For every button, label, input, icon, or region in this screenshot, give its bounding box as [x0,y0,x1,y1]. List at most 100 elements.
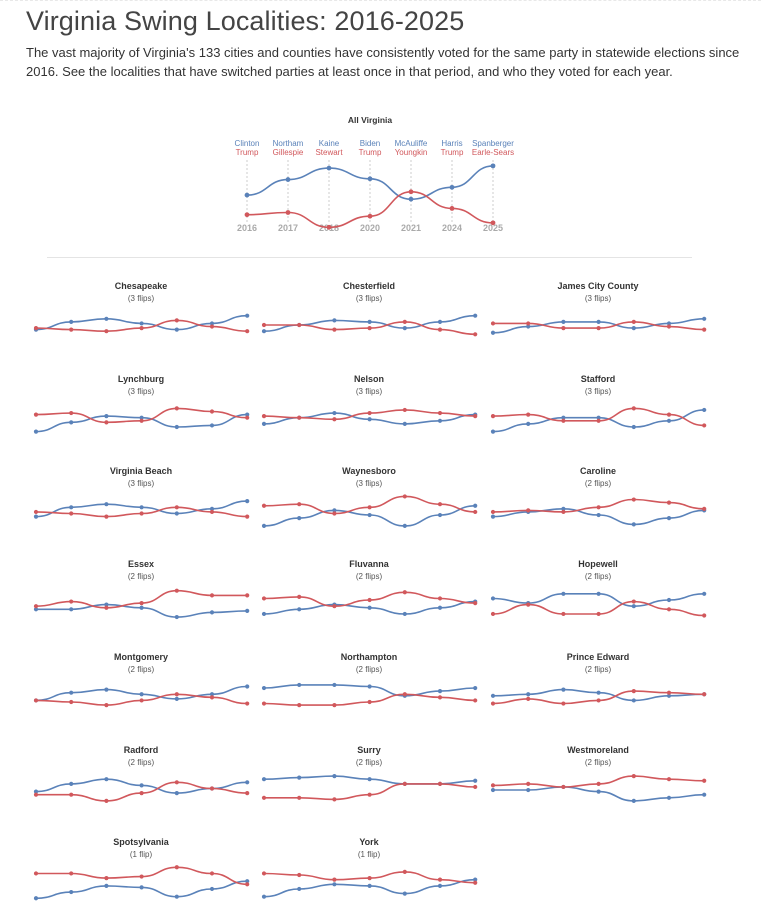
locality-rep-point [245,791,250,796]
locality-name: Hopewell [578,559,618,570]
locality-rep-point [666,607,672,612]
locality-chart [490,316,707,335]
locality-flips: (2 flips) [584,572,612,582]
locality-dem-point [437,689,443,694]
locality-rep-point [702,692,707,697]
locality-dem-point [596,690,601,695]
locality-dem-point [104,316,109,321]
dem-candidate-label: McAuliffe [394,139,428,148]
year-tick-label: 2021 [400,223,422,233]
locality-rep-point [174,318,179,323]
locality-dem-point [297,682,302,688]
locality-rep-point [245,415,250,420]
all-virginia-rep-point [285,210,291,215]
locality-rep-point [104,329,109,334]
locality-dem-point [245,499,250,504]
locality-rep-point [473,784,478,790]
locality-dem-point [437,319,443,324]
rep-candidate-label: Trump [235,148,259,157]
locality-dem-point [666,516,672,521]
locality-dem-point [174,327,179,332]
locality-dem-point [245,412,250,417]
locality-rep-point [104,798,109,804]
locality-rep-point [702,778,707,783]
locality-rep-point [702,327,707,332]
locality-flips: (1 flip) [129,850,153,860]
dem-candidate-label: Clinton [234,139,260,148]
locality-rep-point [139,418,144,423]
locality-dem-point [139,783,144,788]
locality-name: Essex [127,559,155,570]
locality-rep-point [596,326,601,331]
locality-dem-point [702,316,707,321]
rep-candidate-label: Youngkin [394,148,428,157]
locality-dem-point [526,692,531,697]
locality-rep-point [139,326,144,331]
locality-rep-point [261,414,267,419]
page-title: Virginia Swing Localities: 2016-2025 [26,6,465,36]
locality-name: Waynesboro [342,466,396,477]
locality-rep-point [437,502,443,507]
locality-rep-point [367,699,372,705]
locality-dem-point [33,789,39,794]
locality-rep-point [473,601,478,606]
locality-rep-point [631,319,636,324]
all-virginia-dem-point [326,165,332,171]
locality-name: Lynchburg [117,373,165,384]
locality-rep-point [473,880,478,885]
locality-dem-point [209,506,215,511]
locality-dem-point [561,506,566,511]
locality-dem-point [526,787,531,793]
locality-rep-point [631,689,636,694]
locality-dem-point [473,877,478,882]
locality-dem-point [104,883,109,888]
locality-rep-point [139,791,144,796]
locality-rep-point [596,418,601,423]
locality-rep-point [367,792,372,797]
locality-rep-point [437,410,443,416]
locality-rep-point [526,321,531,326]
rep-candidate-label: Gillespie [272,148,304,157]
locality-dem-point [174,696,179,702]
locality-dem-point [332,410,337,416]
all-virginia-dem-point [244,192,250,198]
locality-dem-point [209,692,215,697]
locality-chart [490,591,707,618]
locality-chart [33,406,250,434]
all-virginia-dem-point [408,196,414,202]
locality-rep-point [297,703,302,708]
locality-rep-point [139,698,144,703]
locality-dem-point [367,417,372,422]
locality-dem-point [261,421,267,426]
locality-dem-point [104,687,109,692]
locality-dem-point [174,424,179,430]
locality-dem-point [561,687,566,692]
locality-name: Surry [357,744,381,755]
all-virginia-dem-point [285,177,291,182]
locality-dem-point [473,685,478,691]
rep-candidate-label: Trump [440,148,464,157]
locality-rep-point [69,871,74,876]
locality-dem-point [332,882,337,887]
locality-chart [33,499,250,519]
locality-dem-point [245,780,250,785]
locality-dem-point [631,522,636,527]
locality-rep-point [666,690,672,695]
locality-rep-point [526,412,531,417]
locality-rep-point [332,327,337,332]
locality-dem-point [631,424,636,430]
locality-flips: (2 flips) [355,757,383,767]
locality-dem-point [139,605,144,610]
locality-rep-point [261,871,267,876]
locality-rep-point [402,781,407,786]
locality-rep-point [139,511,144,516]
locality-chart [261,774,478,802]
all-virginia-rep-point [244,212,250,218]
locality-rep-point [297,795,302,800]
locality-dem-point [33,896,39,901]
locality-dem-point [209,423,215,428]
locality-rep-point [666,324,672,329]
dem-candidate-label: Spanberger [472,139,514,148]
locality-chart [261,682,478,708]
